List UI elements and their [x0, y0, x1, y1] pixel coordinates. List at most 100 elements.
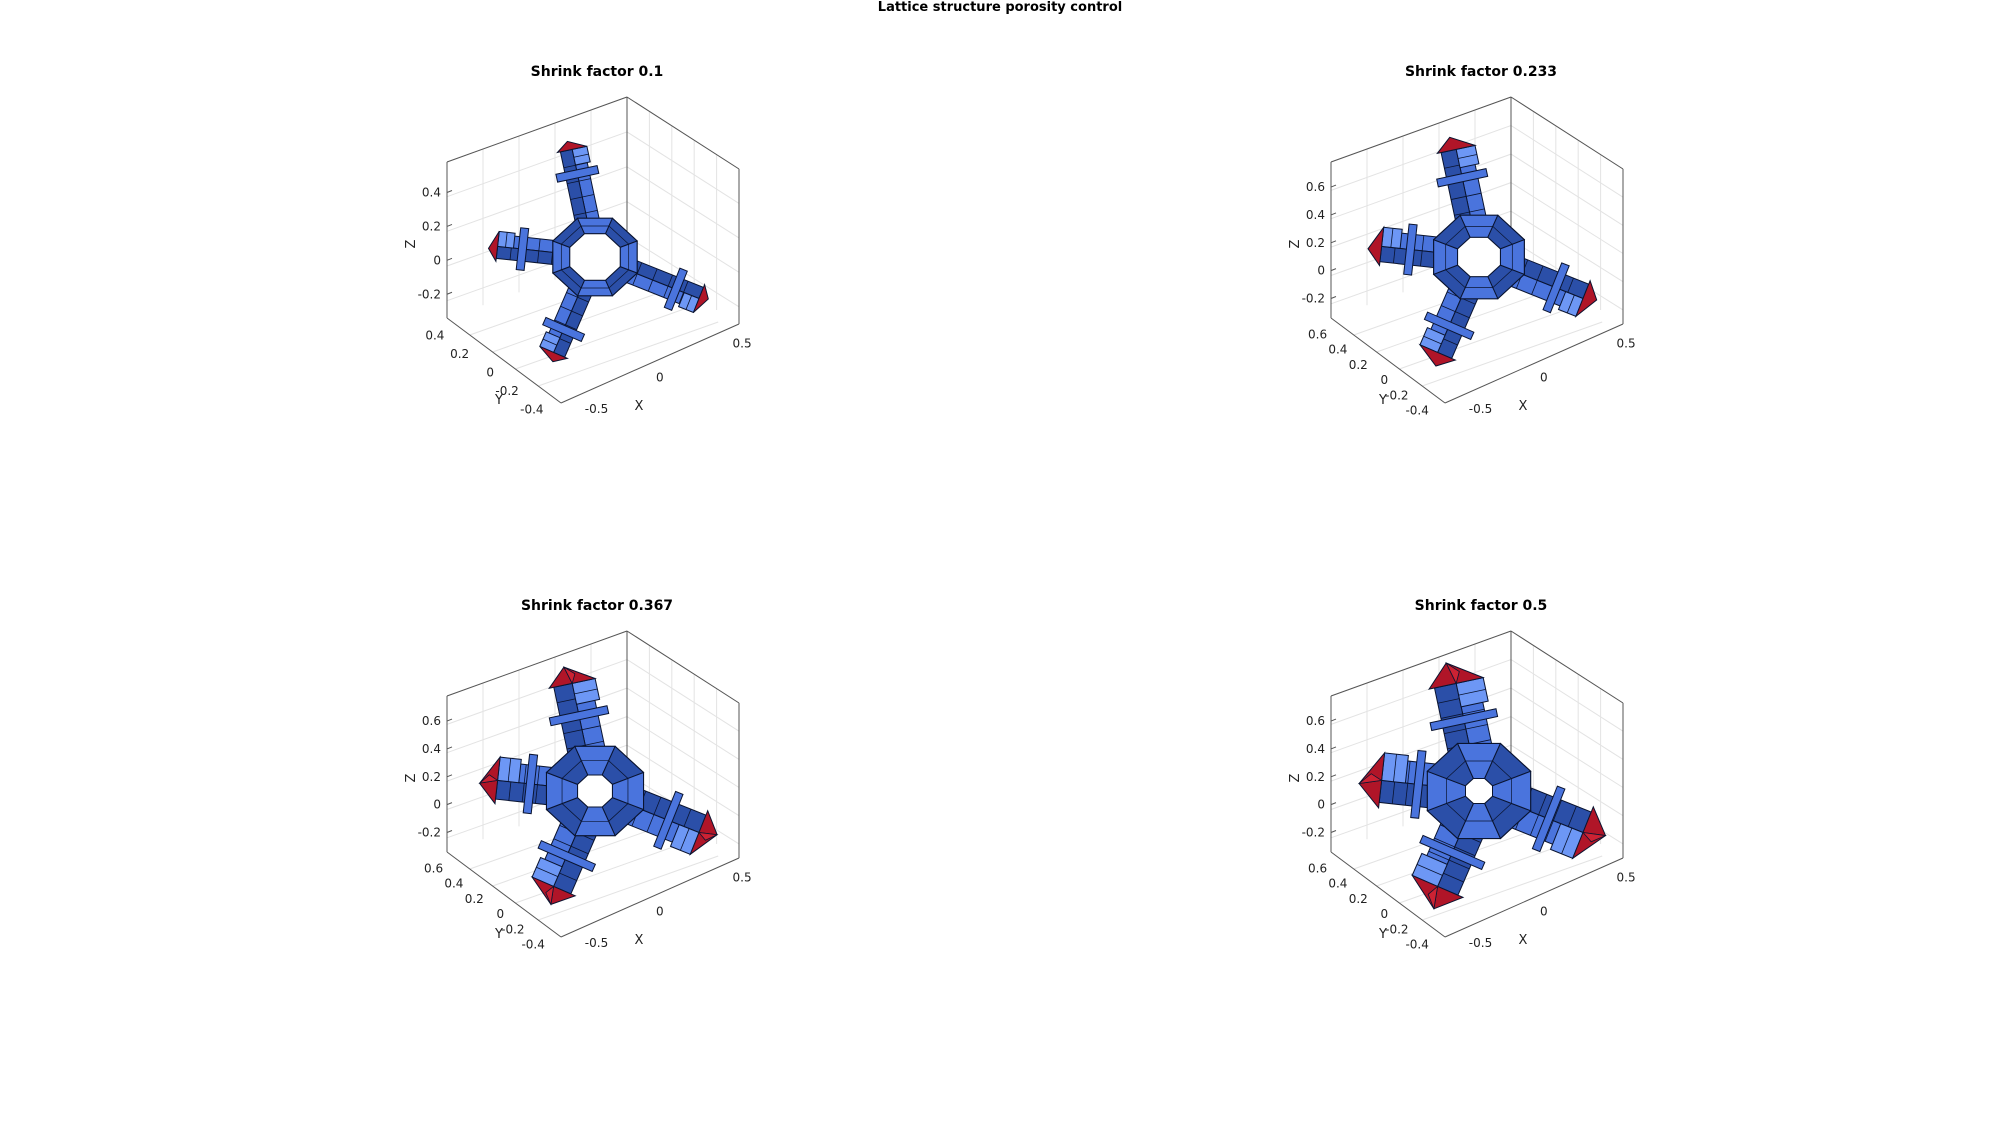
y-tick-label: -0.4 — [520, 402, 543, 416]
strut-edge — [1434, 837, 1476, 857]
subplot-4: Shrink factor 0.5 -0.2 0 0.2 0.4 0.6 Z 0.6 0.4 0… — [1271, 598, 1691, 978]
z-tick-label: 0 — [1317, 264, 1325, 278]
x-tick-label: 0 — [656, 371, 664, 385]
axis-edge — [1330, 630, 1512, 697]
x-axis-label: X — [1519, 933, 1528, 948]
end-cap-face — [1357, 773, 1383, 785]
z-tick-label: 0.6 — [1306, 714, 1325, 728]
end-block-edge — [573, 153, 589, 158]
z-tick — [1330, 802, 1337, 806]
strut-fin — [1403, 223, 1418, 276]
z-tick — [1330, 268, 1337, 272]
strut-edge — [663, 274, 673, 298]
end-cap-face — [1445, 661, 1460, 685]
y-axis-label: Y — [1378, 393, 1387, 408]
y-tick-label: -0.2 — [495, 384, 518, 398]
z-axis-label: Z — [1288, 773, 1303, 782]
z-tick-label: 0.6 — [1306, 180, 1325, 194]
x-tick-label: 0 — [1540, 371, 1548, 385]
end-block-edge — [1561, 827, 1573, 854]
strut-edge — [1420, 235, 1425, 267]
axes-frame: -0.200.20.40.6Z0.60.40.20-0.2-0.4Y-0.500… — [404, 630, 752, 951]
z-tick — [446, 223, 453, 227]
z-tick — [1330, 746, 1337, 750]
grid-line — [446, 96, 740, 170]
subplot-title: Shrink factor 0.5 — [1414, 598, 1548, 614]
axis-edge — [626, 630, 740, 704]
x-tick-label: 0 — [656, 905, 664, 919]
subplot-title: Shrink factor 0.1 — [530, 64, 664, 80]
strut-edge — [647, 268, 658, 292]
z-tick — [446, 746, 453, 750]
end-block-edge — [507, 758, 512, 782]
strut-fin — [522, 753, 539, 815]
end-cap-face — [698, 831, 719, 841]
strut-fin — [548, 705, 610, 727]
y-tick-label: -0.4 — [1405, 937, 1428, 951]
strut-edge — [535, 766, 540, 804]
x-axis-label: X — [1519, 399, 1528, 414]
z-tick-label: 0.2 — [1306, 770, 1325, 784]
ring-edge — [1445, 226, 1466, 245]
end-cap-face — [562, 666, 576, 685]
end-block-edge — [542, 338, 557, 346]
end-cap — [1574, 279, 1598, 318]
grid-line — [538, 855, 719, 921]
strut-edge — [567, 178, 591, 185]
ring-edge — [608, 760, 629, 779]
y-tick-label: 0 — [486, 366, 494, 380]
end-block-edge — [685, 295, 692, 310]
subplot-3: Shrink factor 0.367 -0.2 0 0.2 0.4 0.6 Z 0.6 0.… — [387, 598, 807, 978]
axis-edge — [1444, 323, 1624, 404]
y-tick-label: 0.2 — [1349, 358, 1368, 372]
axis-edge — [1330, 851, 1446, 938]
z-axis-label: Z — [404, 773, 419, 782]
strut-fin — [1423, 311, 1475, 341]
y-axis-label: Y — [1378, 927, 1387, 942]
z-tick — [446, 190, 453, 193]
z-tick — [1330, 240, 1337, 244]
end-cap — [487, 231, 500, 263]
x-tick-label: 0 — [1540, 905, 1548, 919]
strut-fin — [663, 267, 688, 311]
strut-edge — [553, 838, 589, 855]
z-tick — [1330, 774, 1337, 778]
z-axis-label: Z — [404, 239, 419, 248]
strut-edge — [1428, 850, 1470, 870]
ring-edge — [1492, 226, 1513, 245]
axis-edge — [1330, 96, 1512, 163]
axis-edge — [560, 323, 740, 404]
axis-edge — [560, 857, 740, 938]
x-tick-label: -0.5 — [585, 402, 608, 416]
plot-area: -0.200.20.4Z0.40.20-0.2-0.4Y-0.500.5X — [404, 96, 752, 416]
z-tick-label: 0 — [433, 798, 441, 812]
lattice-structure — [1367, 136, 1598, 367]
plot-area: -0.200.20.40.6Z0.60.40.20-0.2-0.4Y-0.500… — [1288, 96, 1636, 417]
z-tick — [1330, 718, 1337, 722]
strut-fin — [1531, 785, 1566, 853]
end-cap — [689, 809, 718, 856]
strut-fin — [653, 790, 684, 850]
end-cap-face — [1427, 885, 1439, 911]
ring-edge — [1492, 269, 1513, 288]
end-block-edge — [1393, 754, 1397, 782]
z-tick-label: 0 — [1317, 798, 1325, 812]
z-tick — [446, 718, 453, 722]
strut-fin — [1410, 749, 1427, 819]
y-tick-label: 0 — [497, 907, 505, 921]
ring-edge — [1446, 803, 1466, 822]
lattice-structure — [1357, 661, 1607, 911]
z-tick-label: -0.2 — [1302, 292, 1325, 306]
ring-edge — [561, 225, 582, 245]
ring-edge — [608, 269, 629, 289]
axis-edge — [446, 851, 562, 938]
subplot-title: Shrink factor 0.233 — [1404, 64, 1558, 80]
z-tick-label: 0.4 — [422, 186, 441, 200]
strut-edge — [554, 319, 577, 330]
figure-title: Lattice structure porosity control — [877, 0, 1123, 15]
end-cap — [1418, 343, 1457, 367]
strut-edge — [646, 796, 662, 833]
z-tick — [1330, 296, 1337, 299]
y-axis-label: Y — [494, 393, 503, 408]
y-tick-label: 0.2 — [1349, 892, 1368, 906]
